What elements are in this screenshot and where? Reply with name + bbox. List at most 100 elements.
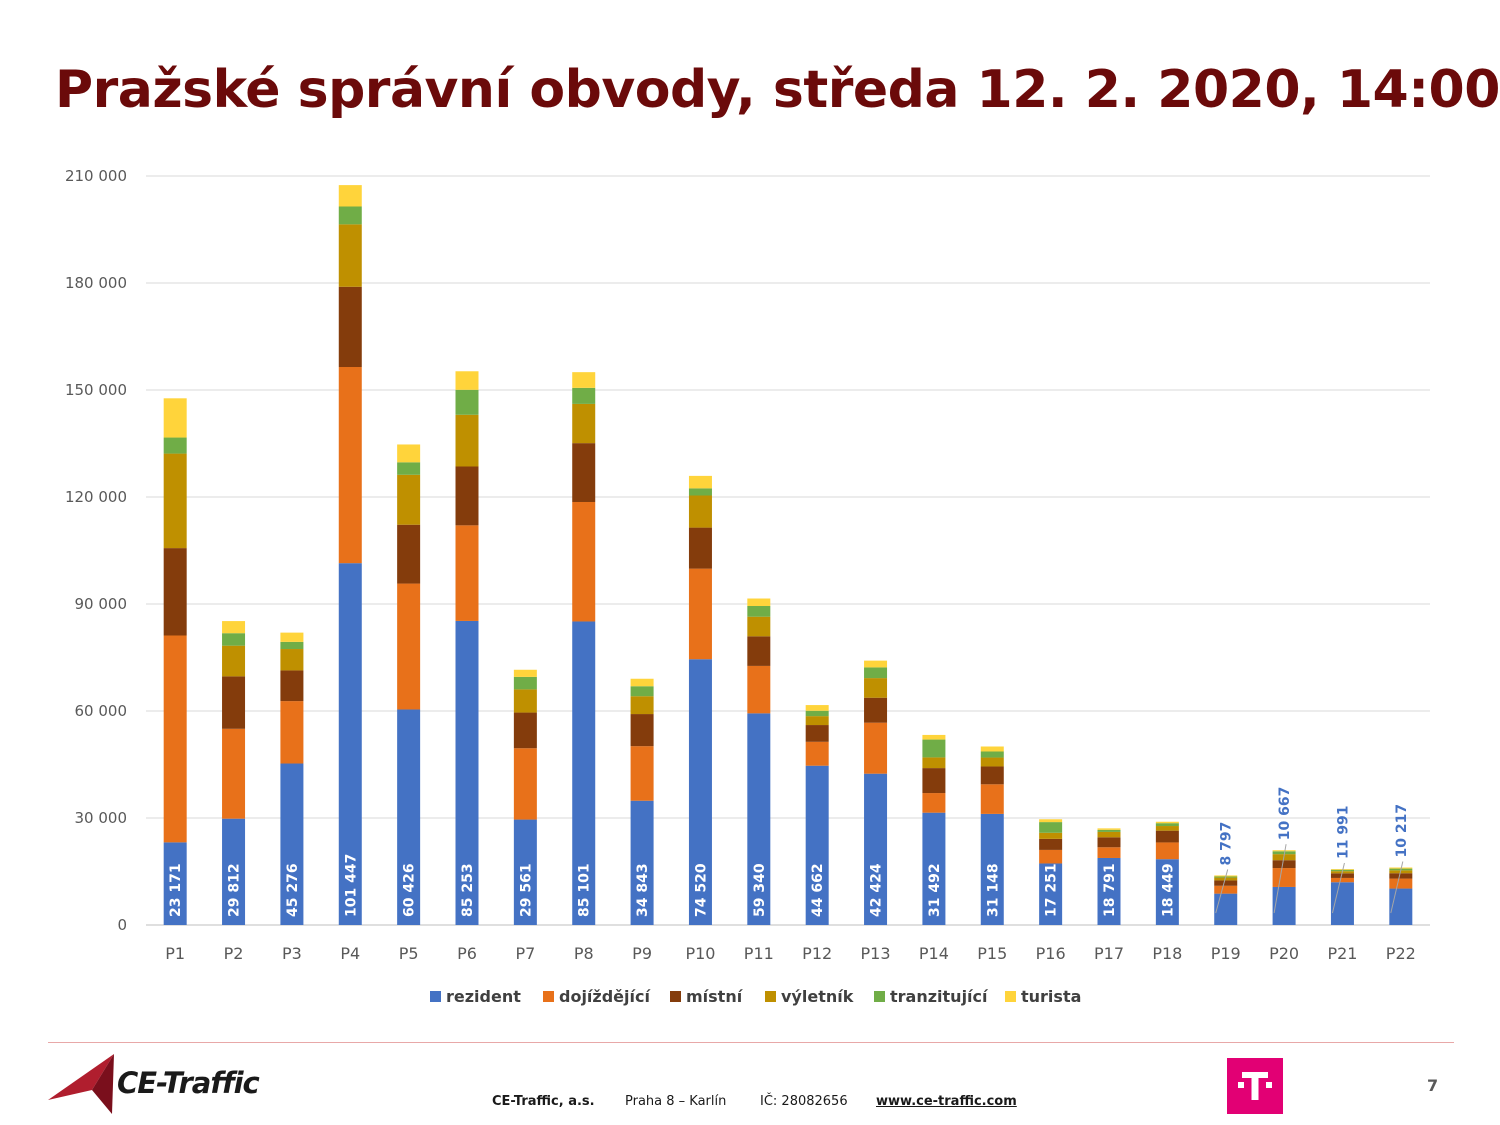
chart-legend: rezident dojíždějící místní výletník tranzit… (430, 987, 1081, 1006)
bar-segment-rezident (1155, 859, 1179, 925)
x-tick-label: P9 (632, 944, 652, 963)
x-tick-label: P22 (1386, 944, 1416, 963)
legend-swatch-turista (1005, 991, 1016, 1002)
bar-segment-rezident (1097, 857, 1121, 925)
bar-segment-tranzitující (572, 387, 596, 404)
bar-segment-turista (338, 185, 362, 207)
bar-segment-výletník (922, 757, 946, 769)
bar-segment-tranzitující (864, 667, 888, 679)
bar-segment-dojíždějící (338, 367, 362, 564)
legend-label: dojíždějící (559, 987, 651, 1006)
bar-segment-výletník (688, 495, 712, 528)
bar-segment-výletník (222, 645, 246, 677)
bar-segment-dojíždějící (688, 568, 712, 660)
y-tick-label: 90 000 (75, 595, 128, 613)
chart-gridlines (146, 175, 1430, 926)
y-axis-ticks: 0 30 000 60 000 90 000 120 000 150 000 180 000… (65, 167, 127, 934)
x-tick-label: P3 (282, 944, 302, 963)
bar-segment-turista (864, 660, 888, 668)
bar-segment-turista (1272, 850, 1296, 852)
bar-segment-turista (688, 475, 712, 489)
x-tick-label: P5 (399, 944, 419, 963)
bar-segment-dojíždějící (1039, 849, 1063, 864)
bar-segment-dojíždějící (922, 793, 946, 813)
data-label: 42 424 (869, 863, 885, 917)
x-tick-label: P19 (1211, 944, 1241, 963)
x-tick-label: P16 (1036, 944, 1066, 963)
bar-segment-rezident (338, 563, 362, 925)
bar-segment-výletník (630, 696, 654, 715)
bar-segment-místní (1389, 873, 1413, 879)
data-label: 18 791 (1102, 863, 1118, 917)
bar-segment-místní (572, 443, 596, 502)
data-label: 85 253 (460, 863, 476, 917)
bar-segment-turista (222, 621, 246, 634)
bar-segment-rezident (222, 818, 246, 925)
legend-label: rezident (446, 987, 521, 1006)
bar-segment-rezident (922, 812, 946, 925)
y-tick-label: 120 000 (65, 488, 127, 506)
bar-segment-místní (747, 636, 771, 666)
x-tick-label: P12 (802, 944, 832, 963)
bar-segment-turista (280, 632, 304, 642)
footer-web-link[interactable]: www.ce-traffic.com (876, 1094, 1017, 1109)
footer-ic: IČ: 28082656 (760, 1094, 848, 1109)
bar-segment-rezident (455, 620, 479, 925)
bar-segment-výletník (747, 616, 771, 637)
bar-segment-dojíždějící (513, 748, 537, 820)
bar-segment-rezident (1389, 888, 1413, 925)
bar-segment-dojíždějící (222, 728, 246, 819)
bar-segment-rezident (747, 713, 771, 925)
bar-segment-dojíždějící (572, 501, 596, 622)
x-tick-label: P4 (340, 944, 360, 963)
bar-segment-rezident (864, 773, 888, 925)
y-tick-label: 0 (117, 916, 127, 934)
x-tick-label: P20 (1269, 944, 1299, 963)
bar-segment-místní (805, 725, 829, 742)
data-label: 101 447 (343, 854, 359, 917)
bar-segment-turista (1097, 828, 1121, 830)
page-title: Pražské správní obvody, středa 12. 2. 20… (55, 60, 1500, 120)
legend-swatch-místní (670, 991, 681, 1002)
bar-segment-místní (922, 768, 946, 794)
bar-segment-místní (1039, 838, 1063, 850)
bar-segment-výletník (338, 224, 362, 287)
bar-segment-tranzitující (688, 488, 712, 496)
footer-divider (48, 1042, 1454, 1043)
bar-segment-tranzitující (1272, 851, 1296, 855)
x-tick-label: P15 (977, 944, 1007, 963)
data-label: 18 449 (1160, 863, 1176, 917)
data-label-leader (1215, 869, 1229, 914)
bar-segment-výletník (1214, 877, 1238, 881)
bar-segment-místní (980, 766, 1004, 785)
y-tick-label: 60 000 (75, 702, 128, 720)
y-tick-label: 30 000 (75, 809, 128, 827)
stacked-bar-chart: 0 30 000 60 000 90 000 120 000 150 000 180 000… (65, 167, 1430, 1006)
bar-segment-místní (397, 524, 421, 584)
x-tick-label: P14 (919, 944, 949, 963)
bar-segment-turista (397, 444, 421, 463)
data-label: 34 843 (635, 863, 651, 917)
data-label: 17 251 (1044, 863, 1060, 917)
bar-segment-rezident (572, 621, 596, 925)
data-label-leader (1331, 862, 1345, 914)
bar-segment-dojíždějící (864, 722, 888, 774)
bar-segment-tranzitující (513, 676, 537, 690)
bar-segment-turista (572, 372, 596, 388)
data-label: 31 492 (927, 863, 943, 917)
bar-segment-místní (1097, 837, 1121, 848)
bar-segment-rezident (1214, 893, 1238, 925)
bar-segment-místní (864, 697, 888, 723)
legend-label: tranzitující (890, 987, 989, 1006)
bar-segment-tranzitující (222, 633, 246, 646)
bar-segment-rezident (163, 842, 187, 925)
data-label: 44 662 (810, 863, 826, 917)
bar-segment-tranzitující (455, 389, 479, 415)
legend-label: výletník (781, 987, 854, 1006)
bar-segment-tranzitující (1155, 823, 1179, 827)
ce-traffic-logo-icon (48, 1054, 114, 1114)
bar-segment-dojíždějící (1330, 877, 1354, 883)
t-mobile-logo-icon (1227, 1058, 1283, 1114)
legend-label: turista (1021, 987, 1081, 1006)
bar-segment-tranzitující (280, 641, 304, 650)
